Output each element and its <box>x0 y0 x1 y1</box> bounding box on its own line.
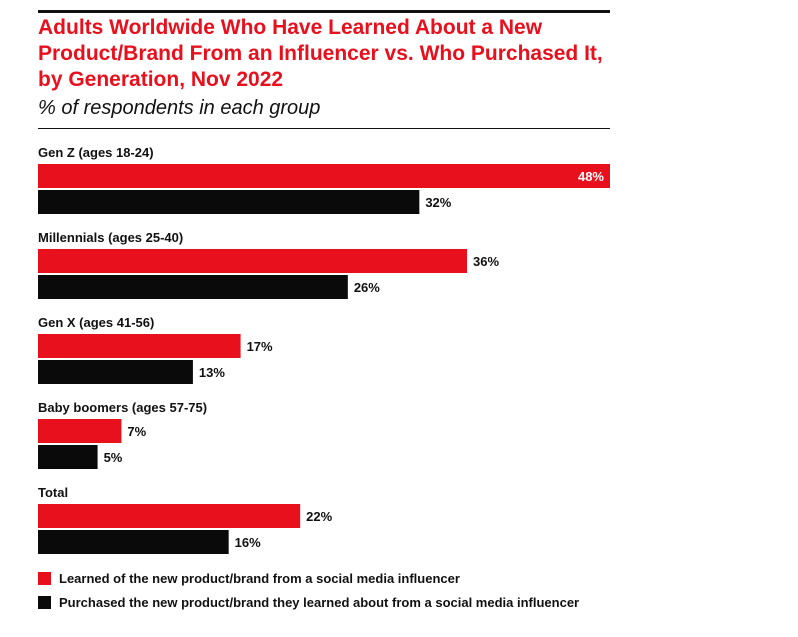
bar-chart: Gen Z (ages 18-24) 48% 32% Millennials (age… <box>38 145 610 554</box>
bar-learned <box>38 504 301 528</box>
chart-title: Adults Worldwide Who Have Learned About … <box>38 16 603 91</box>
legend-item-purchased: Purchased the new product/brand they lea… <box>38 594 598 611</box>
category-label: Gen Z (ages 18-24) <box>38 145 154 160</box>
value-label-learned: 22% <box>306 509 332 524</box>
category-label: Gen X (ages 41-56) <box>38 315 154 330</box>
value-label-purchased: 26% <box>354 280 380 295</box>
bar-purchased <box>38 360 193 384</box>
value-label-purchased: 16% <box>235 535 261 550</box>
subtitle-rule <box>38 128 610 129</box>
category-label: Total <box>38 485 68 500</box>
legend-label-purchased: Purchased the new product/brand they lea… <box>59 595 580 610</box>
value-label-learned: 48% <box>578 169 604 184</box>
legend-swatch-learned <box>38 572 51 585</box>
bar-learned <box>38 419 122 443</box>
bar-learned <box>38 164 610 188</box>
bar-learned <box>38 334 241 358</box>
category-label: Millennials (ages 25-40) <box>38 230 183 245</box>
legend-label-learned: Learned of the new product/brand from a … <box>59 571 460 586</box>
legend: Learned of the new product/brand from a … <box>38 570 598 618</box>
title-top-rule <box>38 10 610 13</box>
value-label-purchased: 32% <box>425 195 451 210</box>
legend-item-learned: Learned of the new product/brand from a … <box>38 570 598 587</box>
bar-purchased <box>38 190 420 214</box>
bar-learned <box>38 249 467 273</box>
value-label-learned: 17% <box>247 339 273 354</box>
bar-purchased <box>38 445 98 469</box>
value-label-purchased: 13% <box>199 365 225 380</box>
category-label: Baby boomers (ages 57-75) <box>38 400 207 415</box>
chart-subtitle: % of respondents in each group <box>38 97 321 119</box>
legend-swatch-purchased <box>38 596 51 609</box>
bar-purchased <box>38 275 348 299</box>
value-label-learned: 7% <box>127 424 146 439</box>
value-label-purchased: 5% <box>104 450 123 465</box>
value-label-learned: 36% <box>473 254 499 269</box>
bar-purchased <box>38 530 229 554</box>
